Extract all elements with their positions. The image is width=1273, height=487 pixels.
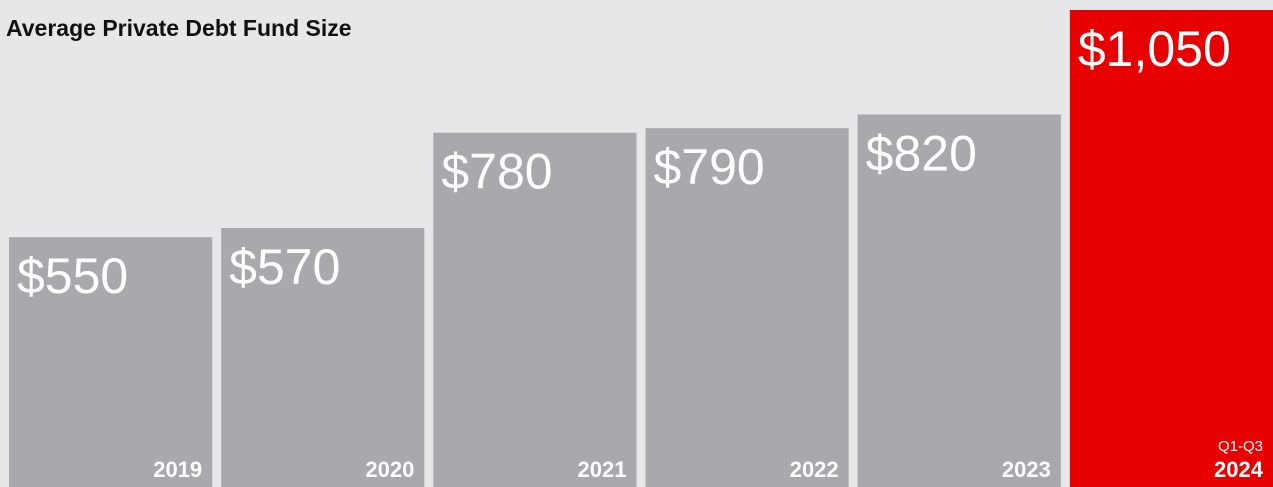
category-label: 2019: [153, 457, 202, 482]
bar: [9, 237, 213, 487]
bar: [857, 114, 1061, 487]
value-label: $550: [17, 248, 128, 304]
annotation: Q1-Q3: [1218, 438, 1263, 455]
value-label: $1,050: [1078, 21, 1231, 77]
value-label: $820: [866, 125, 977, 181]
value-label: $780: [441, 144, 552, 200]
category-label: 2023: [1002, 457, 1051, 482]
category-label: 2022: [790, 457, 839, 482]
category-label: 2024: [1214, 457, 1264, 482]
bar: [645, 128, 849, 487]
chart-title: Average Private Debt Fund Size: [6, 15, 352, 41]
bar: [1069, 10, 1273, 487]
category-label: 2020: [365, 457, 414, 482]
bar: [433, 132, 637, 487]
value-label: $570: [229, 239, 340, 295]
value-label: $790: [654, 139, 765, 195]
category-label: 2021: [578, 457, 627, 482]
bar: [221, 228, 425, 487]
